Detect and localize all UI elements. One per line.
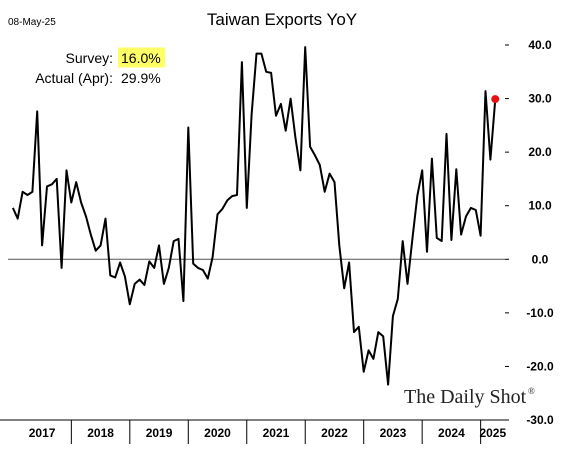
- y-tick-label: 40.0: [528, 38, 552, 52]
- highlight-point: [491, 95, 500, 104]
- survey-highlight: [118, 47, 165, 68]
- brand-name: The Daily Shot: [404, 386, 527, 408]
- x-tick-label: 2023: [380, 426, 407, 440]
- x-tick-label: 2017: [29, 426, 56, 440]
- y-tick-label: 10.0: [528, 199, 552, 213]
- x-tick-label: 2022: [321, 426, 348, 440]
- y-tick-label: 0.0: [532, 252, 549, 266]
- annotation-actual: Actual (Apr): 29.9%: [35, 70, 161, 86]
- x-tick-label: 2020: [204, 426, 231, 440]
- survey-label: Survey:: [66, 50, 113, 66]
- brand-logo: The Daily Shot ®: [404, 386, 535, 408]
- y-tick-label: -30.0: [526, 413, 554, 427]
- x-axis: 2017 2018 2019 2020 2021 2022 2023 2024 2025: [0, 419, 506, 444]
- y-axis: 40.0 30.0 20.0 10.0 0.0 -10.0 -20.0 -30.0: [505, 38, 554, 427]
- chart-date: 08-May-25: [8, 17, 56, 28]
- annotation-survey: Survey: 16.0%: [66, 47, 165, 68]
- x-tick-label: 2025: [479, 426, 506, 440]
- brand-mark: ®: [528, 386, 535, 396]
- x-tick-label: 2024: [438, 426, 465, 440]
- x-tick-label: 2018: [87, 426, 114, 440]
- actual-label: Actual (Apr):: [35, 70, 113, 86]
- y-tick-label: 20.0: [528, 145, 552, 159]
- y-tick-label: -10.0: [526, 306, 554, 320]
- survey-value: 16.0%: [121, 50, 161, 66]
- y-tick-label: 30.0: [528, 92, 552, 106]
- chart-title: Taiwan Exports YoY: [207, 10, 357, 29]
- x-tick-label: 2021: [263, 426, 290, 440]
- actual-value: 29.9%: [121, 70, 161, 86]
- y-tick-label: -20.0: [526, 359, 554, 373]
- x-tick-label: 2019: [146, 426, 173, 440]
- series-line-taiwan-exports: [11, 46, 497, 386]
